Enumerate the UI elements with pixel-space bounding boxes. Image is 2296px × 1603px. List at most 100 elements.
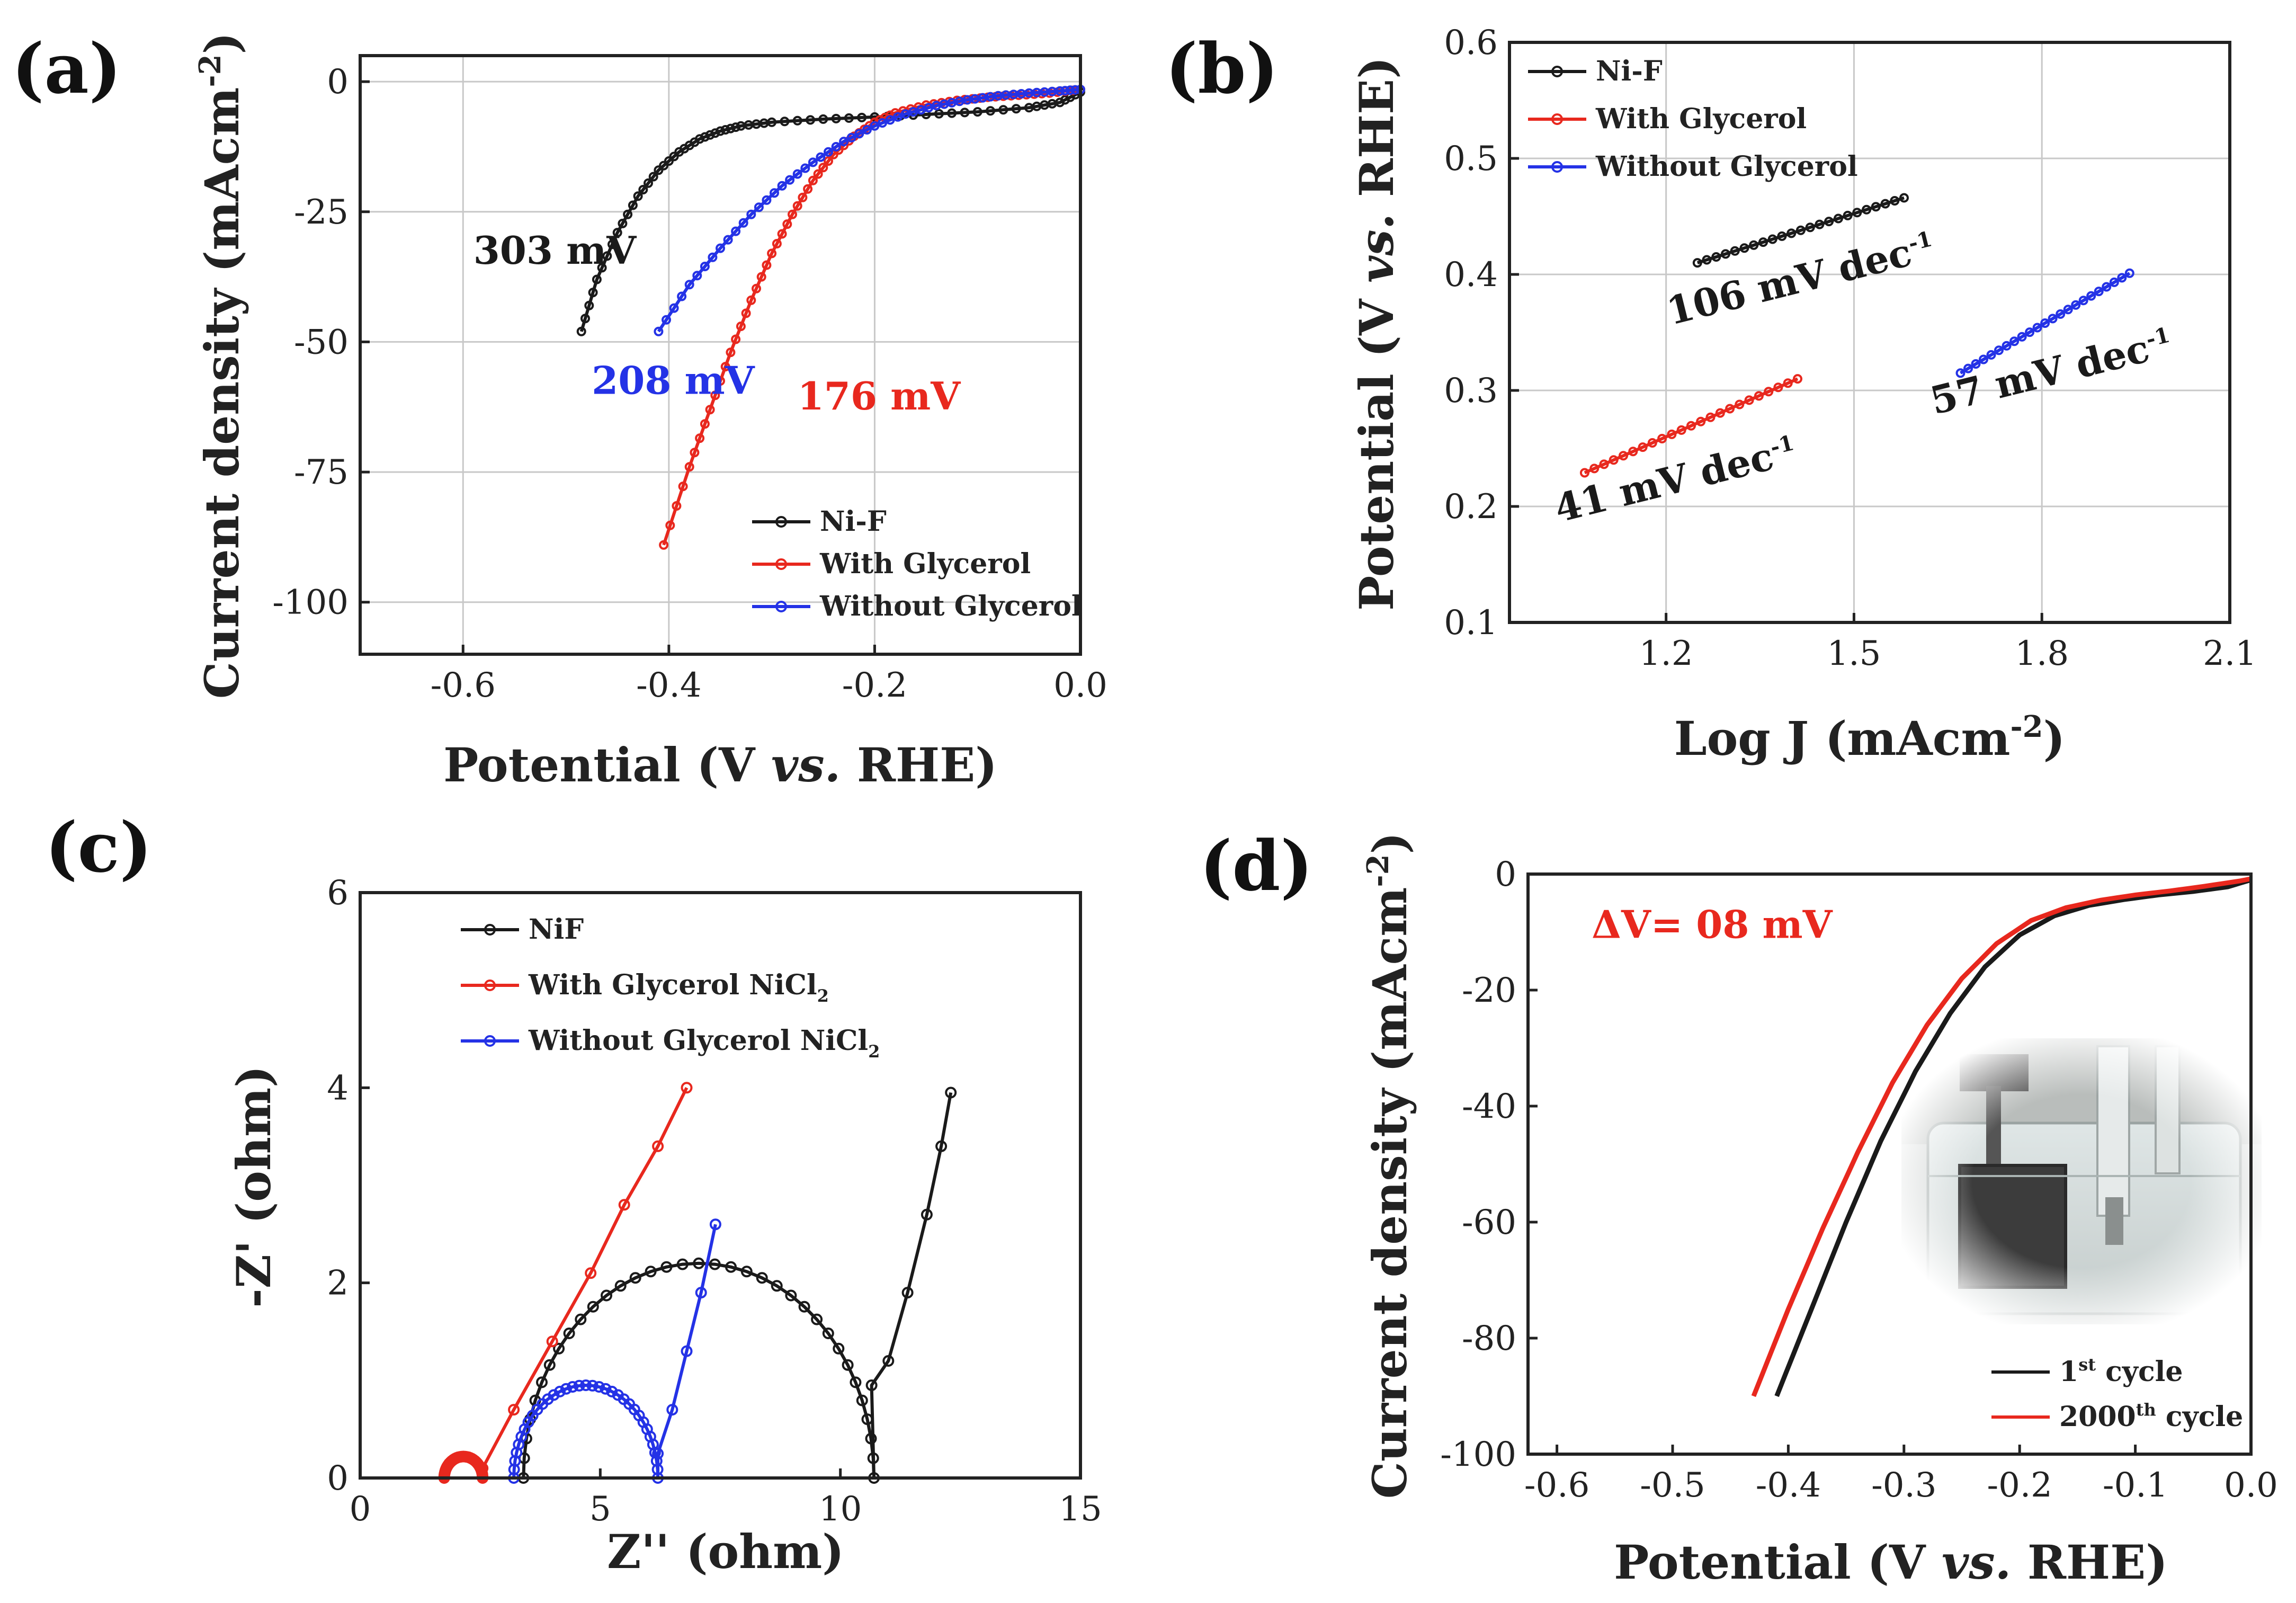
data-point	[606, 1385, 618, 1397]
data-point	[1971, 359, 1981, 369]
data-point	[1986, 350, 1996, 360]
electrolysis-cell-photo	[1901, 1038, 2262, 1324]
data-point	[726, 123, 736, 133]
panel-c-chart: 0 5 10 15 0 2 4 6 Z'' (ohm) -Z' (ohm) NiF With G…	[226, 874, 1102, 1579]
data-point	[580, 314, 590, 324]
data-point	[2109, 277, 2119, 287]
x-tick-label: -0.4	[636, 666, 701, 705]
data-point	[654, 165, 664, 175]
data-point	[808, 157, 818, 167]
data-point	[580, 1379, 592, 1391]
data-point	[1730, 246, 1740, 256]
data-point	[865, 1379, 878, 1391]
data-point	[1786, 228, 1797, 238]
y-tick-label: 0.3	[1444, 371, 1498, 411]
data-point	[684, 462, 694, 472]
data-point	[666, 1404, 678, 1416]
data-point	[935, 1140, 948, 1152]
data-point	[806, 115, 815, 125]
data-point	[2102, 282, 2112, 292]
data-point	[772, 239, 782, 248]
y-tick-label: 0.1	[1444, 603, 1498, 643]
legend-marker	[484, 1035, 496, 1047]
data-point	[1805, 222, 1815, 233]
x-tick-label: -0.6	[431, 666, 496, 705]
panel-c-x-axis-title: Z'' (ohm)	[607, 1524, 844, 1579]
legend-marker	[1551, 66, 1563, 77]
data-point	[2032, 323, 2042, 333]
data-point	[1609, 455, 1619, 465]
data-point	[746, 295, 756, 305]
panel-d-frame	[1526, 872, 2253, 1456]
panel-a-x-axis-title: Potential (V vs. RHE)	[443, 737, 997, 792]
y-tick-label: -40	[1462, 1087, 1516, 1126]
legend-marker	[484, 979, 496, 991]
y-tick-label: 0.4	[1444, 255, 1498, 295]
legend-item-with-glycerol: With Glycerol	[1528, 103, 1807, 135]
data-point	[1758, 237, 1768, 247]
data-point	[585, 1267, 597, 1279]
data-point	[1955, 368, 1966, 378]
data-point	[1065, 85, 1075, 95]
data-point	[638, 185, 648, 194]
data-point	[592, 274, 602, 284]
data-point	[1060, 86, 1070, 96]
data-point	[731, 226, 741, 236]
legend-item-without-glycerol-nicl2: Without Glycerol NiCl2	[461, 1025, 880, 1062]
legend-marker	[484, 924, 496, 936]
data-point	[816, 152, 826, 162]
series-with-glycerol-nicl2	[438, 1082, 693, 1484]
data-point	[2071, 300, 2081, 310]
data-point	[652, 1140, 664, 1152]
data-point	[1647, 438, 1657, 448]
data-point	[1711, 252, 1721, 262]
series-line	[662, 87, 1081, 546]
legend-item-2000-cycle: 2000th cycle	[1991, 1400, 2243, 1433]
data-point	[669, 303, 679, 313]
data-point	[798, 1301, 810, 1313]
data-point	[725, 1261, 737, 1273]
data-point	[678, 482, 688, 492]
data-point	[1579, 468, 1589, 478]
data-point	[567, 1381, 579, 1393]
data-point	[861, 1413, 873, 1426]
data-point	[771, 1280, 783, 1292]
data-point	[2078, 296, 2088, 306]
series-without-glycerol	[654, 84, 1085, 336]
data-point	[740, 1266, 753, 1278]
data-point	[669, 152, 679, 162]
y-tick-label: -100	[1440, 1435, 1516, 1474]
legend-label: 1st cycle	[2059, 1355, 2183, 1388]
panel-b-frame	[1508, 41, 2231, 624]
data-point	[850, 1376, 862, 1388]
data-point	[1725, 404, 1735, 414]
data-point	[710, 128, 720, 138]
data-point	[1667, 429, 1677, 439]
data-point	[893, 112, 903, 122]
data-point	[587, 1301, 599, 1313]
data-point	[824, 147, 833, 157]
data-point	[2063, 305, 2073, 315]
data-point	[676, 1258, 689, 1270]
data-point	[1852, 208, 1862, 218]
x-tick-label: -0.2	[842, 666, 907, 705]
data-point	[2086, 291, 2096, 301]
legend-item-with-glycerol-nicl2: With Glycerol NiCl2	[461, 969, 829, 1006]
data-point	[692, 271, 702, 281]
x-tick-label: -0.3	[1871, 1466, 1936, 1505]
data-point	[1963, 363, 1973, 373]
y-tick-label: -100	[272, 583, 349, 622]
data-point	[811, 1313, 823, 1325]
data-point	[665, 520, 675, 530]
series-2000-cycle	[1751, 876, 2252, 1397]
series-line	[522, 1092, 953, 1479]
x-tick-label: -0.4	[1756, 1466, 1821, 1505]
y-tick-label: -75	[294, 453, 349, 492]
data-point	[700, 419, 710, 429]
data-point	[664, 156, 674, 166]
data-point	[601, 1289, 612, 1302]
data-point	[700, 132, 710, 142]
series-ni-f	[1692, 193, 1909, 268]
annotation-106-mv-dec: 106 mV dec-1	[1663, 224, 1939, 334]
